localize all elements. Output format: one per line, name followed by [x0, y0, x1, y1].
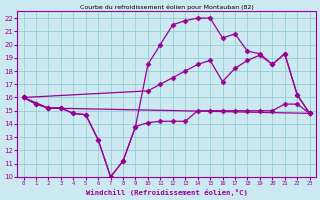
X-axis label: Windchill (Refroidissement éolien,°C): Windchill (Refroidissement éolien,°C)	[86, 189, 248, 196]
Title: Courbe du refroidissement éolien pour Montauban (82): Courbe du refroidissement éolien pour Mo…	[80, 4, 253, 10]
